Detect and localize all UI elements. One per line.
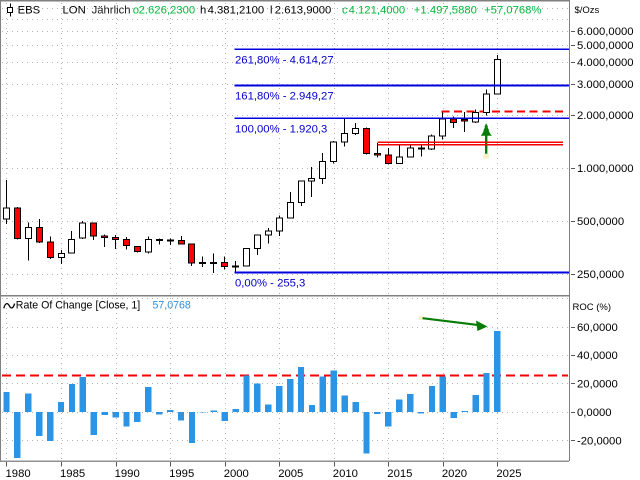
svg-text:EBS: EBS	[18, 4, 41, 16]
svg-text:100,00% - 1.920,3: 100,00% - 1.920,3	[235, 124, 327, 136]
svg-text:Jährlich: Jährlich	[92, 4, 131, 16]
svg-text:1980: 1980	[6, 468, 31, 480]
svg-text:2020: 2020	[442, 468, 467, 480]
svg-text:500,0000: 500,0000	[577, 216, 624, 228]
svg-text:2010: 2010	[333, 468, 358, 480]
svg-text:2.613,9000: 2.613,9000	[275, 4, 332, 16]
svg-text:0,0000: 0,0000	[577, 407, 612, 419]
svg-text:261,80% - 4.614,27: 261,80% - 4.614,27	[235, 55, 334, 67]
svg-text:Rate Of Change: Rate Of Change	[16, 299, 93, 311]
svg-text:c: c	[342, 4, 348, 16]
svg-text:60,0000: 60,0000	[577, 322, 618, 334]
svg-text:l: l	[270, 4, 273, 16]
svg-text:0,00% - 255,3: 0,00% - 255,3	[235, 278, 305, 290]
svg-text:ROC (%): ROC (%)	[573, 302, 612, 313]
svg-text:1995: 1995	[169, 468, 194, 480]
svg-text:250,0000: 250,0000	[577, 269, 624, 281]
svg-text:1.000,0000: 1.000,0000	[577, 163, 634, 175]
svg-text:6.000,0000: 6.000,0000	[577, 26, 634, 38]
svg-text:2025: 2025	[496, 468, 521, 480]
svg-text:+1.497,5880: +1.497,5880	[414, 4, 477, 16]
svg-text:40,0000: 40,0000	[577, 350, 618, 362]
svg-text:5.000,0000: 5.000,0000	[577, 40, 634, 52]
svg-text:20,0000: 20,0000	[577, 379, 618, 391]
svg-text:+57,0768%: +57,0768%	[484, 4, 541, 16]
svg-text:4.000,0000: 4.000,0000	[577, 57, 634, 69]
svg-text:-20,0000: -20,0000	[577, 435, 622, 447]
svg-text:2005: 2005	[278, 468, 303, 480]
svg-text:2000: 2000	[224, 468, 249, 480]
svg-text:4.381,2100: 4.381,2100	[208, 4, 265, 16]
svg-text:2015: 2015	[387, 468, 412, 480]
svg-text:o: o	[133, 4, 139, 16]
svg-text:1990: 1990	[115, 468, 140, 480]
svg-text:3.000,0000: 3.000,0000	[577, 79, 634, 91]
svg-text:1985: 1985	[60, 468, 85, 480]
svg-text:161,80% - 2.949,27: 161,80% - 2.949,27	[235, 91, 334, 103]
svg-text:[Close, 1]: [Close, 1]	[96, 299, 141, 311]
svg-text:57,0768: 57,0768	[153, 299, 191, 311]
svg-text:LON: LON	[63, 4, 86, 16]
svg-text:4.121,4000: 4.121,4000	[349, 4, 406, 16]
svg-text:h: h	[200, 4, 206, 16]
svg-text:2.000,0000: 2.000,0000	[577, 110, 634, 122]
svg-text:2.626,2300: 2.626,2300	[139, 4, 196, 16]
svg-text:$/Ozs: $/Ozs	[575, 5, 600, 16]
